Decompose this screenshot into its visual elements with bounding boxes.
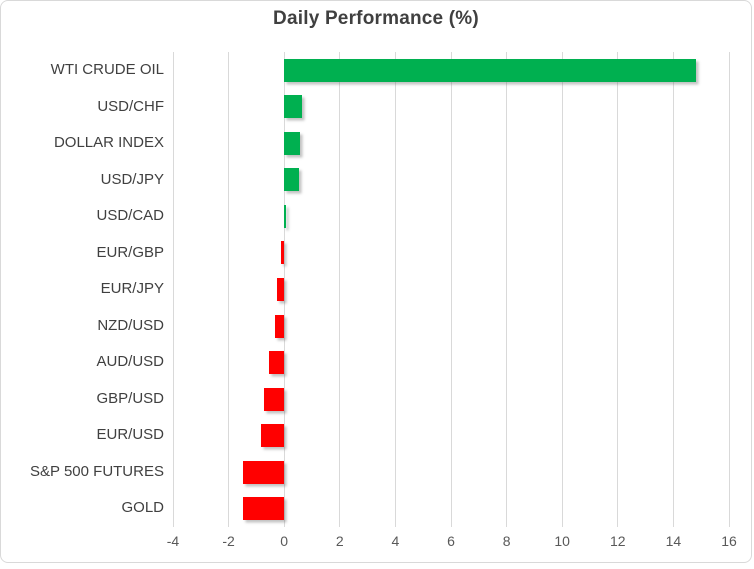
bar-eur-usd — [260, 424, 285, 448]
category-label: NZD/USD — [97, 316, 164, 334]
bar-usd-cad — [284, 204, 287, 228]
category-label: DOLLAR INDEX — [53, 134, 164, 152]
gridline--4 — [172, 52, 174, 527]
gridline-6 — [450, 52, 452, 527]
x-tick-label: 10 — [554, 533, 570, 549]
gridline-2 — [339, 52, 341, 527]
bar-aud-usd — [268, 351, 285, 375]
gridline-8 — [506, 52, 508, 527]
bar-usd-chf — [284, 95, 303, 119]
x-tick-label: 2 — [335, 533, 344, 549]
category-label: S&P 500 FUTURES — [30, 462, 164, 480]
bar-gbp-usd — [264, 387, 285, 411]
x-tick-label: 16 — [721, 533, 737, 549]
x-tick-label: 8 — [502, 533, 511, 549]
bar-eur-gbp — [280, 241, 285, 265]
category-label: AUD/USD — [96, 353, 164, 371]
gridline-4 — [394, 52, 396, 527]
category-label: EUR/GBP — [96, 243, 164, 261]
x-tick-label: -2 — [222, 533, 235, 549]
x-tick-label: 12 — [610, 533, 626, 549]
category-label: USD/CAD — [96, 207, 164, 225]
chart-title: Daily Performance (%) — [273, 8, 479, 29]
gridline-0 — [283, 52, 285, 527]
category-label: GOLD — [121, 499, 164, 517]
x-tick-label: 0 — [280, 533, 289, 549]
bar-s-p-500-futures — [243, 460, 285, 484]
x-tick-label: 4 — [391, 533, 400, 549]
gridline--2 — [228, 52, 230, 527]
gridline-12 — [617, 52, 619, 527]
bar-usd-jpy — [284, 168, 300, 192]
bar-nzd-usd — [275, 314, 285, 338]
plot-area — [172, 52, 730, 527]
category-label: USD/JPY — [100, 170, 164, 188]
bar-dollar-index — [284, 131, 301, 155]
category-label: EUR/USD — [96, 426, 164, 444]
category-label: GBP/USD — [96, 389, 164, 407]
x-tick-label: 6 — [447, 533, 455, 549]
gridline-16 — [728, 52, 730, 527]
x-tick-label: -4 — [166, 533, 180, 549]
category-label: EUR/JPY — [100, 280, 164, 298]
x-axis: -4 -2 0 2 4 6 8 10 12 14 16 — [167, 533, 737, 557]
bar-wti-crude-oil — [284, 58, 696, 82]
gridline-10 — [561, 52, 563, 527]
bar-eur-jpy — [276, 278, 285, 301]
x-tick-label: 14 — [665, 533, 682, 549]
gridline-14 — [672, 52, 674, 527]
category-label: WTI CRUDE OIL — [50, 61, 164, 78]
bar-gold — [243, 497, 285, 521]
category-label: USD/CHF — [97, 97, 164, 115]
